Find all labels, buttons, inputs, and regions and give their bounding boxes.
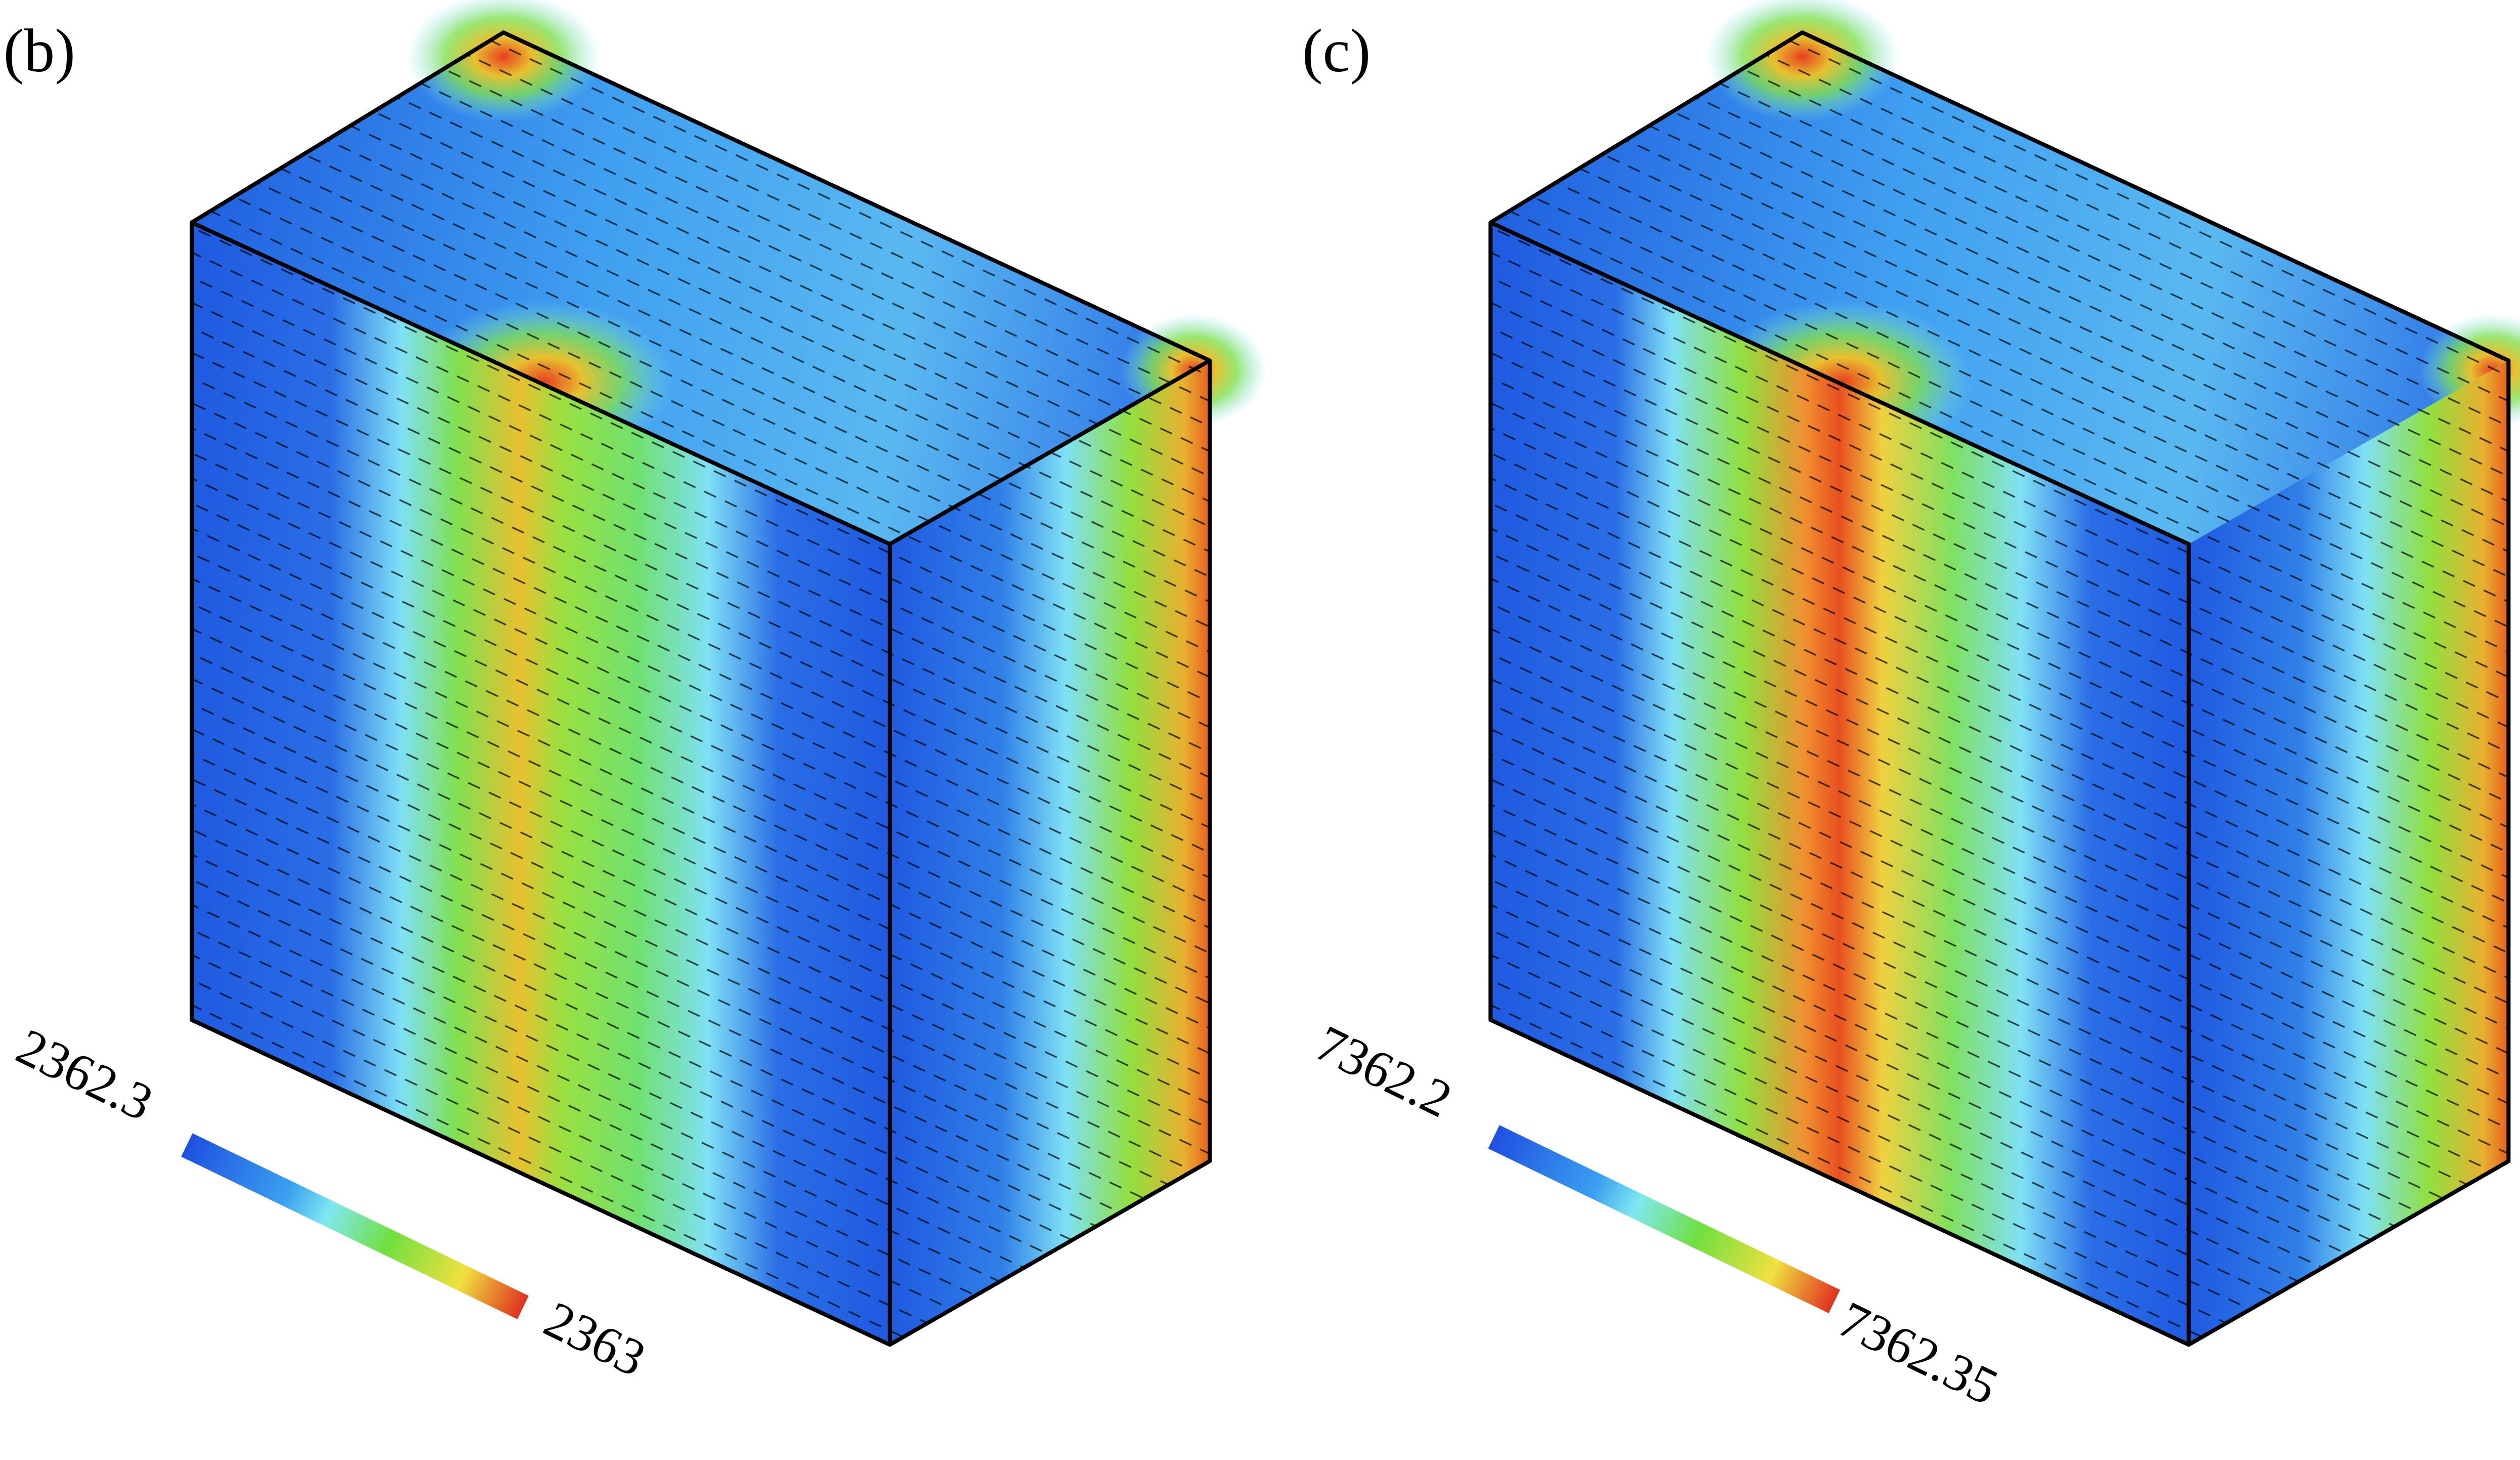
- colorbar: [181, 1133, 529, 1319]
- colorbar-gradient: [1488, 1125, 1840, 1313]
- panel-label: (b): [4, 17, 75, 85]
- colorbar-min: 2362.3: [8, 1018, 162, 1132]
- panel: (b) 2362.3 2363: [4, 0, 1267, 1388]
- colorbar-max: 7362.35: [1829, 1290, 2006, 1416]
- colorbar-max: 2363: [536, 1290, 655, 1388]
- vector-field: [889, 360, 1210, 1345]
- vector-field: [1490, 32, 2509, 1345]
- panel-label: (c): [1302, 17, 1371, 85]
- panel: (c) 7362.2 7362.35: [1302, 0, 2520, 1416]
- colorbar-gradient: [181, 1133, 529, 1319]
- vector-field: [2189, 360, 2509, 1345]
- box-edge: [1488, 30, 2511, 1347]
- colorbar-min: 7362.2: [1307, 1014, 1461, 1129]
- colorbar: [1488, 1125, 1840, 1313]
- box-edge: [888, 358, 1211, 546]
- vector-field: [191, 32, 1210, 1345]
